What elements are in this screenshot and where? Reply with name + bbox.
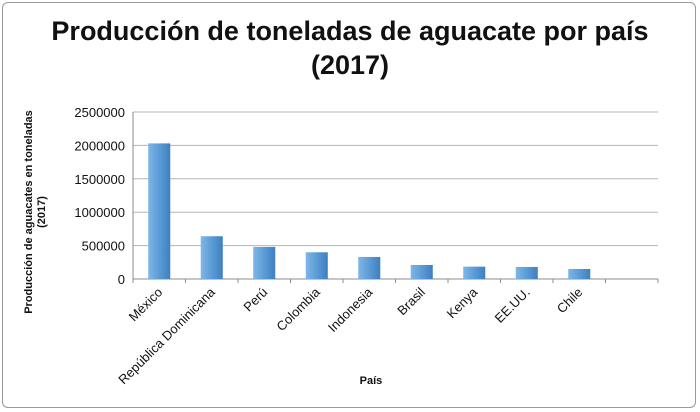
- x-axis-title: País: [360, 375, 383, 387]
- bar: [515, 266, 538, 279]
- x-tick-label: Perú: [240, 285, 270, 315]
- y-tick-label: 1000000: [74, 205, 125, 220]
- y-tick-label: 1500000: [74, 172, 125, 187]
- y-tick-label: 500000: [82, 239, 125, 254]
- bar: [200, 236, 223, 279]
- y-axis-title-line: (2017): [36, 196, 48, 228]
- y-tick-label: 0: [118, 272, 125, 287]
- y-axis-title-line: Producción de aguacates en toneladas: [23, 110, 35, 314]
- bar: [358, 256, 381, 279]
- x-tick-label: Brasil: [394, 284, 428, 318]
- x-tick-label: Chile: [554, 285, 586, 317]
- bar: [148, 143, 171, 279]
- bar: [305, 252, 328, 279]
- y-tick-label: 2500000: [74, 105, 125, 120]
- x-tick-label: México: [126, 285, 166, 325]
- x-tick-label: Indonesia: [325, 284, 376, 335]
- chart-frame: [2, 2, 696, 408]
- x-tick-label: República Dominicana: [115, 284, 218, 387]
- bars: [148, 143, 591, 279]
- bar: [253, 246, 276, 279]
- bar: [463, 266, 486, 279]
- y-axis-title: Producción de aguacates en toneladas(201…: [23, 110, 48, 314]
- x-tick-label: Colombia: [273, 284, 323, 334]
- bar: [568, 268, 591, 279]
- chart-title: Producción de toneladas de aguacate por …: [51, 16, 649, 80]
- y-tick-label: 2000000: [74, 138, 125, 153]
- x-tick-label: EE.UU.: [492, 285, 533, 326]
- bar: [410, 264, 433, 279]
- x-tick-label: Kenya: [444, 284, 481, 321]
